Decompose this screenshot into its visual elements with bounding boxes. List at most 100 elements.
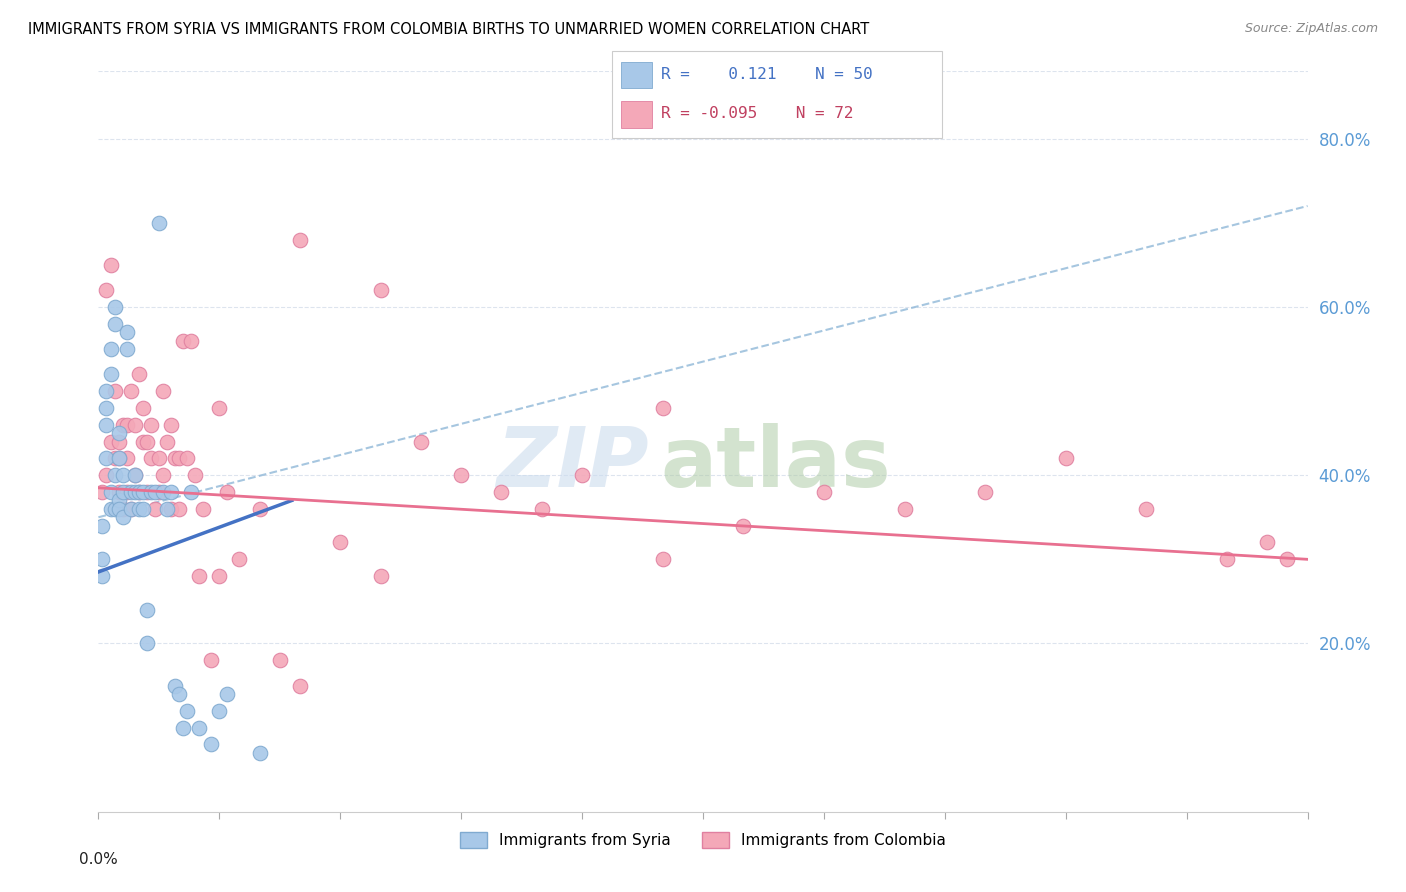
Point [163, 451, 186, 466]
Point [733, 518, 755, 533]
Point [208, 704, 231, 718]
Point [135, 603, 157, 617]
Point [120, 485, 142, 500]
Point [893, 501, 915, 516]
Point [813, 485, 835, 500]
Point [96, 283, 118, 297]
Point [91, 569, 114, 583]
Point [96, 468, 118, 483]
Point [107, 434, 129, 449]
Point [107, 493, 129, 508]
Point [132, 434, 155, 449]
Point [172, 334, 194, 348]
Point [139, 417, 162, 432]
Point [120, 384, 142, 398]
Point [128, 485, 150, 500]
Point [208, 569, 231, 583]
Point [228, 552, 250, 566]
Point [124, 485, 146, 500]
Point [115, 451, 138, 466]
Point [107, 426, 129, 441]
Point [160, 501, 183, 516]
Point [370, 283, 392, 297]
Point [148, 216, 170, 230]
Point [217, 485, 239, 500]
Point [148, 451, 170, 466]
Point [124, 417, 146, 432]
Point [1256, 535, 1278, 549]
Point [163, 679, 186, 693]
Point [124, 468, 146, 483]
Point [100, 368, 122, 382]
Point [1054, 451, 1077, 466]
Point [107, 451, 129, 466]
Point [152, 468, 174, 483]
Point [249, 501, 271, 516]
Point [96, 417, 118, 432]
Point [124, 468, 146, 483]
Point [115, 325, 138, 339]
Point [152, 384, 174, 398]
Point [160, 485, 183, 500]
Point [172, 721, 194, 735]
Point [120, 501, 142, 516]
Point [111, 468, 134, 483]
Point [1135, 501, 1157, 516]
Point [111, 510, 134, 524]
Point [176, 704, 198, 718]
Point [180, 334, 202, 348]
Text: Source: ZipAtlas.com: Source: ZipAtlas.com [1244, 22, 1378, 36]
Point [288, 233, 311, 247]
Point [100, 485, 122, 500]
Point [249, 746, 271, 760]
Point [91, 552, 114, 566]
Point [974, 485, 997, 500]
Point [91, 518, 114, 533]
Point [103, 300, 125, 314]
Point [208, 401, 231, 415]
Point [152, 485, 174, 500]
Point [651, 552, 673, 566]
Point [135, 636, 157, 650]
Point [103, 317, 125, 331]
Point [103, 468, 125, 483]
Point [184, 468, 207, 483]
Point [111, 485, 134, 500]
Point [96, 401, 118, 415]
Point [139, 451, 162, 466]
Point [176, 451, 198, 466]
Point [107, 451, 129, 466]
Point [96, 451, 118, 466]
Point [100, 342, 122, 356]
Point [107, 501, 129, 516]
Point [571, 468, 593, 483]
Text: IMMIGRANTS FROM SYRIA VS IMMIGRANTS FROM COLOMBIA BIRTHS TO UNMARRIED WOMEN CORR: IMMIGRANTS FROM SYRIA VS IMMIGRANTS FROM… [28, 22, 869, 37]
Point [135, 434, 157, 449]
Point [370, 569, 392, 583]
Point [651, 401, 673, 415]
Point [1216, 552, 1239, 566]
Point [115, 417, 138, 432]
Point [120, 501, 142, 516]
Point [188, 569, 211, 583]
Point [200, 738, 222, 752]
Point [143, 485, 166, 500]
Text: R =    0.121    N = 50: R = 0.121 N = 50 [661, 68, 873, 82]
Text: ZIP: ZIP [496, 423, 648, 504]
Point [269, 653, 291, 667]
Point [115, 342, 138, 356]
Point [200, 653, 222, 667]
Point [156, 434, 179, 449]
Point [409, 434, 432, 449]
Point [132, 485, 155, 500]
Legend: Immigrants from Syria, Immigrants from Colombia: Immigrants from Syria, Immigrants from C… [453, 824, 953, 856]
Point [491, 485, 513, 500]
Point [180, 485, 202, 500]
Point [167, 451, 190, 466]
Point [530, 501, 553, 516]
Point [132, 401, 155, 415]
Point [132, 501, 155, 516]
Point [103, 501, 125, 516]
Point [100, 434, 122, 449]
Point [111, 501, 134, 516]
